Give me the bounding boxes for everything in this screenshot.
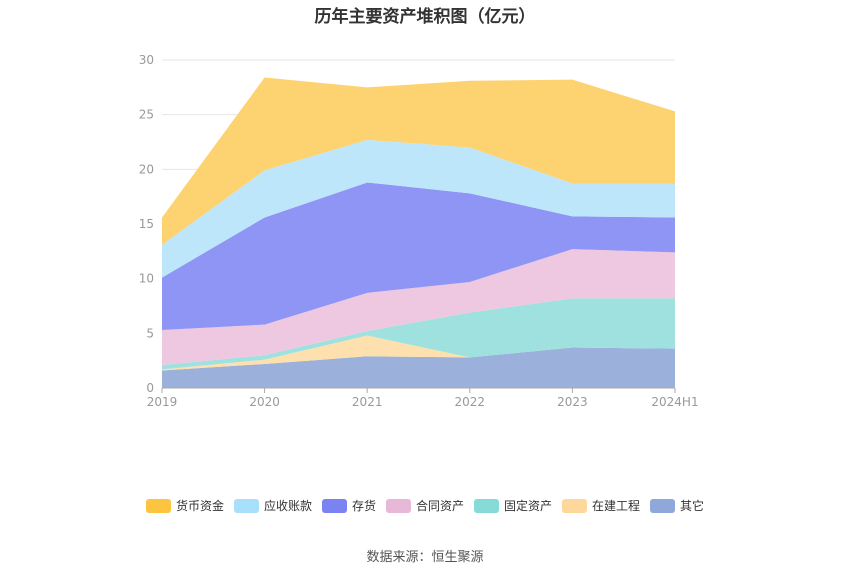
x-tick-label: 2022 [455,395,486,409]
legend-item[interactable]: 存货 [321,497,376,514]
legend: 货币资金 应收账款 存货 合同资产 固定资产 在建工程 其它 [0,497,850,514]
y-tick-label: 15 [139,217,154,231]
x-tick-label: 2023 [557,395,588,409]
legend-label: 在建工程 [592,499,641,513]
area-存货 [162,182,675,331]
x-tick-label: 2020 [249,395,280,409]
legend-label: 应收账款 [263,499,312,513]
area-在建工程 [162,335,675,371]
legend-item[interactable]: 货币资金 [145,497,224,514]
legend-swatch [650,498,676,513]
area-series [162,77,675,388]
axes: 0 5 10 15 20 25 30 2019 2020 2021 2022 2023 2024H1 [139,53,699,409]
legend-label: 固定资产 [504,499,553,513]
legend-swatch [474,498,499,513]
legend-label: 货币资金 [175,499,224,513]
area-其它 [162,347,675,388]
area-合同资产 [162,249,675,366]
chart-title: 历年主要资产堆积图（亿元） [314,7,536,27]
legend-swatch [145,498,171,513]
area-固定资产 [162,298,675,370]
legend-item[interactable]: 其它 [650,497,704,514]
legend-swatch [321,498,347,513]
legend-label: 存货 [351,499,376,513]
legend-swatch [562,498,588,513]
area-货币资金 [162,77,675,245]
x-tick-label: 2019 [147,395,178,409]
legend-item[interactable]: 合同资产 [385,497,464,514]
legend-label: 其它 [680,499,705,513]
legend-label: 合同资产 [415,499,464,513]
area-应收账款 [162,139,675,278]
y-tick-label: 20 [139,162,154,176]
data-source-note: 数据来源：恒生聚源 [366,550,484,565]
legend-swatch [385,498,411,513]
y-tick-label: 25 [139,108,154,122]
legend-item[interactable]: 应收账款 [233,497,312,514]
legend-item[interactable]: 在建工程 [562,497,640,514]
y-tick-label: 30 [139,53,154,67]
y-tick-label: 5 [146,326,154,340]
y-tick-label: 10 [139,272,154,286]
x-tick-label: 2021 [352,395,383,409]
legend-swatch [233,498,259,513]
x-tick-label: 2024H1 [651,395,698,409]
legend-item[interactable]: 固定资产 [474,497,552,514]
y-tick-label: 0 [146,381,154,395]
